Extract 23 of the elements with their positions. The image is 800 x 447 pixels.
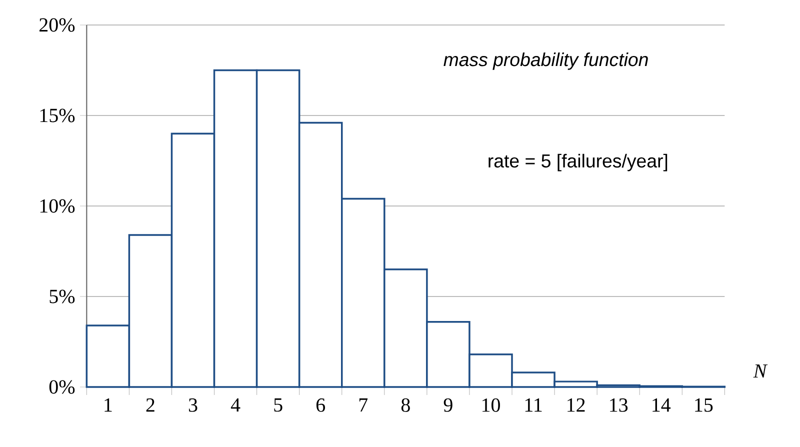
x-tick-label: 11 <box>525 398 542 412</box>
y-tick-label: 20% <box>40 18 75 32</box>
x-tick-label: 8 <box>401 398 410 412</box>
annotation: mass probability function <box>444 52 648 70</box>
y-tick-label: 5% <box>50 290 75 304</box>
x-tick-label: 12 <box>568 398 585 412</box>
x-tick-label: 4 <box>230 398 240 412</box>
x-tick-label: 13 <box>610 398 628 412</box>
x-tick-label: 2 <box>146 398 154 412</box>
annotation: rate = 5 [failures/year] <box>488 154 668 172</box>
x-tick-label: 10 <box>482 398 500 412</box>
x-tick-label: 15 <box>695 398 713 412</box>
x-tick-label: 1 <box>104 398 112 412</box>
y-tick-label: 15% <box>40 108 75 122</box>
x-tick-label: 3 <box>188 398 198 412</box>
y-tick-label: 0% <box>49 380 75 394</box>
x-tick-label: 14 <box>652 398 671 412</box>
x-axis-title: N <box>753 364 768 378</box>
x-tick-label: 9 <box>444 398 452 412</box>
x-tick-label: 6 <box>316 398 326 412</box>
x-tick-label: 5 <box>274 398 282 412</box>
x-tick-label: 7 <box>359 398 368 412</box>
y-tick-label: 10% <box>40 199 75 213</box>
